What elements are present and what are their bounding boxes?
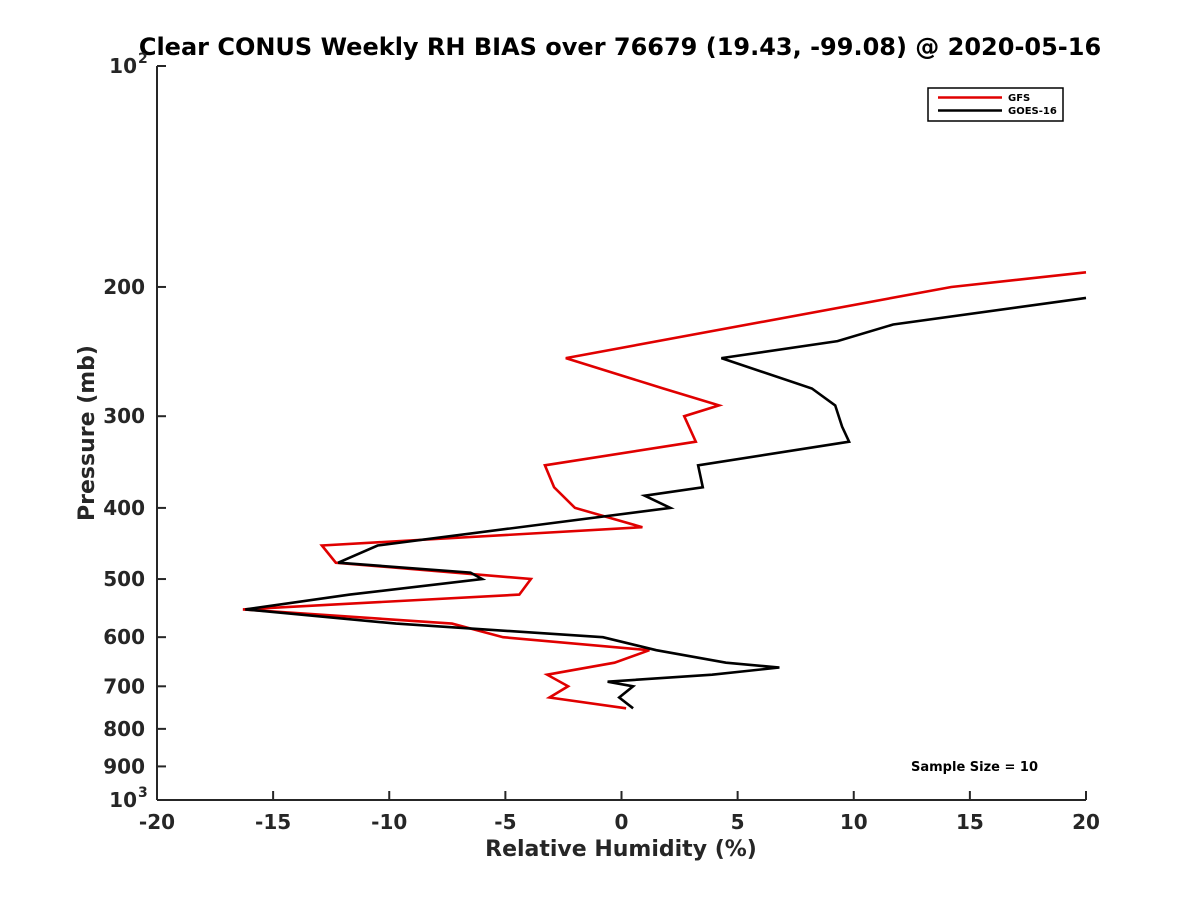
- y-tick-exponent: 3: [138, 785, 148, 801]
- series-line-gfs: [242, 271, 1087, 710]
- y-tick-label: 400: [103, 496, 145, 520]
- x-tick-label: 10: [840, 810, 868, 834]
- legend-label-gfs: GFS: [1008, 93, 1030, 104]
- plot-lines: [242, 271, 1087, 710]
- y-tick-label: 600: [103, 625, 145, 649]
- legend-box: [927, 87, 1064, 122]
- x-tick-label: -5: [494, 810, 516, 834]
- y-tick-exponent: 2: [138, 51, 148, 67]
- x-tick-label: 0: [615, 810, 629, 834]
- legend: GFS GOES-16: [927, 87, 1064, 122]
- x-tick-label: 15: [956, 810, 984, 834]
- series-line-goes16: [245, 296, 1087, 710]
- sample-size-annotation: Sample Size = 10: [911, 760, 1038, 775]
- x-tick-label: -20: [139, 810, 175, 834]
- x-axis-label: Relative Humidity (%): [485, 837, 757, 862]
- x-tick-label: 5: [731, 810, 745, 834]
- y-tick-label: 10: [109, 54, 137, 78]
- x-tick-label: 20: [1072, 810, 1100, 834]
- y-tick-label: 900: [103, 754, 145, 778]
- x-tick-label: -15: [255, 810, 291, 834]
- y-tick-label: 700: [103, 674, 145, 698]
- x-tick-label: -10: [371, 810, 407, 834]
- y-tick-label: 500: [103, 567, 145, 591]
- chart-title: Clear CONUS Weekly RH BIAS over 76679 (1…: [139, 33, 1101, 61]
- y-tick-label: 200: [103, 275, 145, 299]
- y-axis-label: Pressure (mb): [75, 345, 100, 521]
- legend-label-goes16: GOES-16: [1008, 106, 1057, 117]
- y-tick-label: 10: [109, 788, 137, 812]
- y-tick-label: 800: [103, 717, 145, 741]
- y-tick-label: 300: [103, 404, 145, 428]
